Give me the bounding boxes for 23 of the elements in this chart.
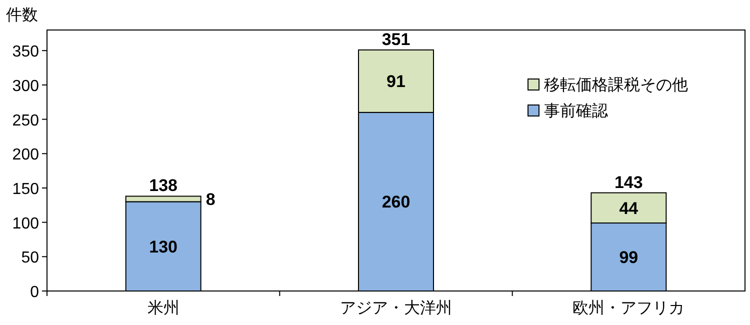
y-axis-title: 件数 — [6, 7, 38, 24]
legend-label: 移転価格課税その他 — [544, 76, 688, 94]
x-tick-label: 欧州・アフリカ — [572, 299, 685, 317]
data-label: 260 — [382, 192, 410, 212]
x-tick-label: アジア・大洋州 — [340, 299, 452, 317]
x-tick-label: 米州 — [147, 299, 180, 317]
y-tick-label: 300 — [12, 78, 40, 95]
y-tick-label: 0 — [30, 284, 40, 301]
y-tick-label: 250 — [12, 112, 40, 130]
y-tick-label: 200 — [12, 146, 40, 164]
data-label: 99 — [619, 248, 638, 267]
total-label: 351 — [382, 30, 410, 49]
legend-label: 事前確認 — [544, 102, 608, 120]
total-label: 138 — [149, 176, 178, 196]
data-label: 91 — [386, 72, 406, 92]
y-tick-label: 50 — [21, 250, 40, 267]
data-label: 44 — [619, 198, 639, 218]
y-tick-label: 350 — [12, 44, 40, 61]
data-label: 8 — [206, 190, 216, 209]
total-label: 143 — [614, 172, 643, 192]
y-tick-label: 100 — [12, 215, 40, 232]
data-label: 130 — [149, 237, 178, 256]
y-tick-label: 150 — [12, 180, 40, 198]
